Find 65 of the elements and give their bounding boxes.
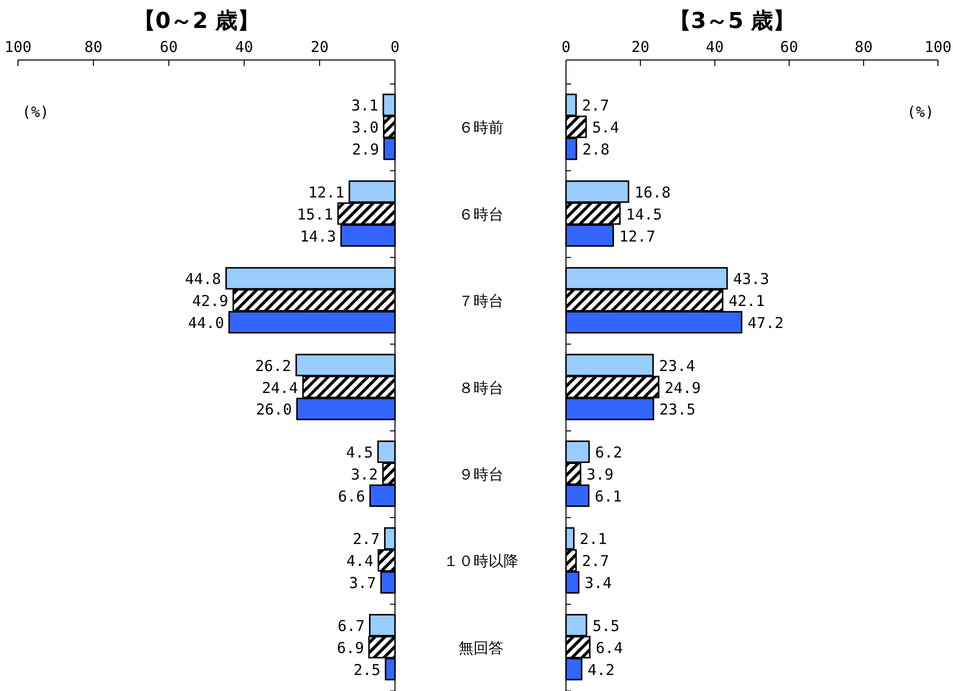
data-label: 4.4 — [346, 552, 374, 570]
chart-title: 【3～5 歳】 — [668, 9, 796, 34]
x-tick-label: 20 — [631, 38, 650, 56]
x-tick-label: 0 — [561, 38, 571, 56]
data-label: 6.6 — [338, 487, 366, 506]
data-label: 6.4 — [596, 638, 623, 657]
data-label: 2.9 — [352, 140, 380, 159]
data-label: 5.4 — [592, 118, 620, 137]
x-tick-label: 60 — [160, 38, 178, 56]
data-label: 12.1 — [308, 183, 344, 202]
data-label: 42.1 — [728, 292, 765, 310]
y-tick-label: ９時台 — [458, 465, 504, 484]
x-tick-label: 40 — [706, 38, 724, 56]
data-label: 2.7 — [352, 530, 380, 548]
data-label: 2.8 — [582, 140, 610, 159]
data-label: 6.2 — [595, 443, 622, 462]
data-label: 6.7 — [338, 616, 365, 635]
data-label: 3.9 — [586, 465, 614, 484]
x-tick-label: 0 — [390, 38, 400, 56]
data-label: 3.0 — [352, 118, 379, 137]
data-label: 12.7 — [619, 227, 656, 246]
y-tick-label: ６時台 — [458, 205, 504, 224]
data-label: 43.3 — [733, 270, 770, 288]
data-label: 23.4 — [659, 356, 696, 375]
y-tick-label: 無回答 — [458, 638, 504, 657]
data-label: 6.1 — [594, 487, 622, 506]
data-label: 2.1 — [580, 530, 607, 548]
y-tick-label: ７時台 — [458, 292, 504, 310]
x-axis-title: (%) — [22, 103, 50, 121]
chart-title: 【0～2 歳】 — [133, 9, 260, 34]
y-tick-label: ６時前 — [458, 118, 504, 137]
y-tick-label: １０時以降 — [444, 552, 518, 570]
data-label: 26.0 — [256, 400, 292, 419]
data-label: 14.5 — [626, 205, 662, 224]
data-label: 26.2 — [255, 356, 292, 375]
data-label: 6.9 — [336, 638, 364, 657]
data-label: 44.8 — [184, 270, 222, 288]
data-label: 3.7 — [348, 574, 376, 592]
data-label: 44.0 — [188, 314, 224, 332]
x-tick-label: 100 — [4, 38, 32, 56]
y-tick-label: ８時台 — [458, 378, 504, 397]
x-axis-title: (%) — [906, 103, 934, 121]
data-label: 23.5 — [659, 400, 696, 419]
data-label: 16.8 — [634, 183, 671, 202]
data-label: 3.1 — [351, 96, 378, 115]
data-label: 15.1 — [296, 205, 334, 224]
x-tick-label: 60 — [780, 38, 798, 56]
x-tick-label: 20 — [310, 38, 329, 56]
data-label: 14.3 — [300, 227, 336, 246]
data-label: 47.2 — [748, 314, 784, 332]
data-label: 3.4 — [584, 574, 612, 592]
data-label: 24.9 — [664, 378, 701, 397]
data-label: 2.7 — [582, 96, 610, 115]
data-label: 2.5 — [353, 660, 381, 679]
data-label: 3.2 — [350, 465, 378, 484]
data-label: 24.4 — [262, 378, 298, 397]
data-label: 42.9 — [192, 292, 228, 310]
data-label: 2.7 — [582, 552, 610, 570]
x-tick-label: 80 — [84, 38, 102, 56]
data-label: 4.2 — [588, 660, 615, 679]
x-tick-label: 80 — [854, 38, 873, 56]
x-tick-label: 40 — [235, 38, 254, 56]
data-label: 4.5 — [346, 443, 374, 462]
data-label: 5.5 — [592, 616, 620, 635]
x-tick-label: 100 — [924, 38, 952, 56]
